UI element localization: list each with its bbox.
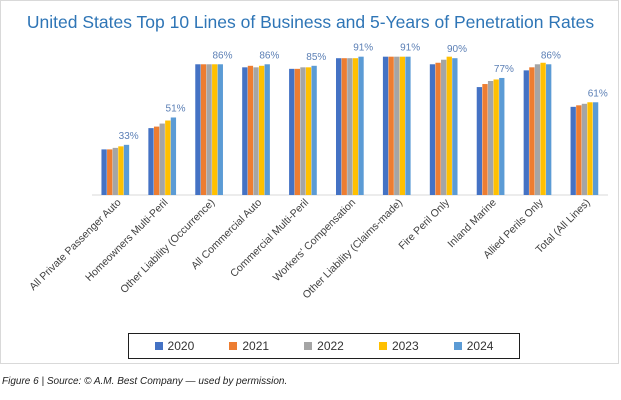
category-label-4: Commercial Multi-Peril <box>228 197 311 280</box>
bar-2023-1 <box>165 120 171 195</box>
bar-2022-8 <box>487 81 494 195</box>
legend-label-2024: 2024 <box>466 339 494 353</box>
bar-2024-2 <box>217 64 223 195</box>
bar-2023-10 <box>587 102 593 195</box>
bar-2021-4 <box>294 68 300 195</box>
chart-legend: 2020 2021 2022 2023 2024 <box>128 333 520 359</box>
bar-2023-9 <box>540 62 546 196</box>
bar-2022-10 <box>581 103 588 195</box>
bar-2022-4 <box>300 67 306 195</box>
category-label-6: Other Liability (Claims-made) <box>300 197 405 302</box>
legend-swatch-2021 <box>229 342 238 350</box>
legend-swatch-2024 <box>453 342 462 350</box>
legend-swatch-2023 <box>378 342 387 350</box>
bar-2024-1 <box>170 117 177 195</box>
bar-2023-5 <box>352 58 359 196</box>
bar-2023-7 <box>446 56 452 196</box>
legend-label-2022: 2022 <box>317 339 344 353</box>
data-label-9: 86% <box>541 50 561 61</box>
category-label-7: Fire Peril Only <box>396 196 452 252</box>
bar-2023-2 <box>212 64 218 195</box>
data-label-6: 91% <box>400 43 420 54</box>
bar-2024-0 <box>123 144 130 195</box>
bar-2020-4 <box>289 68 295 195</box>
legend-item-2023: 2023 <box>378 339 419 353</box>
bar-2022-7 <box>441 59 447 195</box>
legend-swatch-2020 <box>154 342 163 350</box>
data-label-7: 90% <box>447 44 467 55</box>
bar-2023-8 <box>493 79 499 195</box>
bar-2023-6 <box>399 56 406 196</box>
bar-2022-1 <box>159 123 165 195</box>
bar-2020-7 <box>429 64 436 195</box>
bar-2020-8 <box>476 87 483 195</box>
bar-2021-10 <box>576 105 582 195</box>
bar-2020-0 <box>101 149 107 195</box>
bar-2021-1 <box>153 126 160 195</box>
data-label-3: 86% <box>259 50 279 61</box>
data-label-5: 91% <box>353 43 373 54</box>
bar-2022-6 <box>394 56 400 196</box>
bar-2020-10 <box>570 106 576 195</box>
bar-2021-0 <box>107 149 113 195</box>
legend-swatch-2022 <box>304 342 313 350</box>
bar-2024-5 <box>358 56 364 196</box>
legend-label-2023: 2023 <box>391 339 419 353</box>
chart-title: United States Top 10 Lines of Business a… <box>26 12 595 32</box>
data-label-1: 51% <box>166 103 186 114</box>
bar-2022-5 <box>347 58 353 196</box>
bar-2020-5 <box>336 58 342 196</box>
bar-2020-2 <box>195 64 201 195</box>
data-label-0: 33% <box>119 131 139 142</box>
bar-2024-10 <box>592 102 599 195</box>
bar-2021-2 <box>200 64 207 195</box>
bar-2021-6 <box>388 56 394 196</box>
legend-label-2020: 2020 <box>167 339 195 353</box>
bar-2020-9 <box>523 70 529 195</box>
category-label-1: Homeowners Multi-Peril <box>83 197 170 284</box>
bar-2024-8 <box>499 77 505 195</box>
bar-2020-3 <box>242 67 248 195</box>
data-label-8: 77% <box>494 64 514 75</box>
bar-2023-3 <box>258 65 265 195</box>
bar-2021-5 <box>341 58 347 196</box>
bar-2020-1 <box>148 128 154 195</box>
bar-2022-3 <box>253 67 259 195</box>
bar-2020-6 <box>382 56 389 196</box>
bar-2024-9 <box>546 64 552 195</box>
data-label-4: 85% <box>306 52 326 63</box>
legend-item-2020: 2020 <box>154 339 195 353</box>
bar-2024-3 <box>264 64 270 195</box>
bar-2024-4 <box>311 65 317 195</box>
bar-2022-9 <box>534 64 541 195</box>
data-label-2: 86% <box>212 50 232 61</box>
legend-item-2022: 2022 <box>304 339 344 353</box>
bar-2021-9 <box>529 67 535 195</box>
figure-caption: Figure 6 | Source: © A.M. Best Company —… <box>2 376 288 387</box>
bar-2023-0 <box>118 146 124 195</box>
bar-2023-4 <box>305 67 312 195</box>
legend-item-2024: 2024 <box>453 339 494 353</box>
bar-2022-0 <box>112 147 118 195</box>
legend-item-2021: 2021 <box>229 339 269 353</box>
bar-2024-7 <box>452 58 458 196</box>
category-label-5: Workers' Compensation <box>271 197 358 284</box>
bar-2021-7 <box>435 62 441 196</box>
bar-2022-2 <box>206 64 212 195</box>
legend-label-2021: 2021 <box>242 339 270 353</box>
bar-2024-6 <box>405 56 411 196</box>
data-label-10: 61% <box>588 88 608 99</box>
category-label-2: Other Liability (Occurrence) <box>118 197 217 296</box>
bar-2021-8 <box>482 84 488 195</box>
category-label-0: All Private Passenger Auto <box>27 197 124 294</box>
bar-2021-3 <box>247 65 254 195</box>
